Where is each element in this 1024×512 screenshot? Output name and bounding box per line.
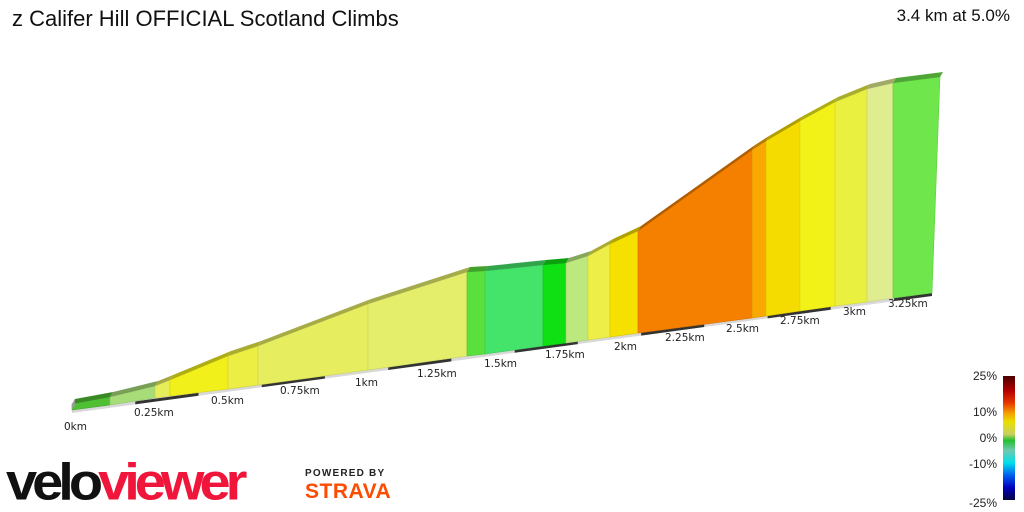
- distance-band: [641, 323, 705, 336]
- distance-band: [894, 293, 932, 302]
- climb-summary: 3.4 km at 5.0%: [896, 6, 1010, 25]
- segment-top-cap: [110, 381, 158, 397]
- distance-tick-label: 3.25km: [888, 298, 928, 310]
- gradient-segment: [466, 270, 486, 357]
- segment-top-cap: [228, 341, 261, 356]
- segment-top-cap: [766, 116, 803, 141]
- distance-tick-label: 0.25km: [134, 407, 174, 419]
- profile-start-face: [72, 399, 75, 410]
- segment-top-cap: [752, 136, 769, 150]
- distance-band: [261, 375, 325, 388]
- logo-viewer-text: viewer: [98, 452, 247, 511]
- segment-top-cap: [638, 145, 755, 231]
- gradient-segment: [751, 140, 767, 319]
- powered-by-label: POWERED BY: [305, 468, 386, 479]
- gradient-segment: [834, 88, 868, 307]
- segment-top-cap: [368, 267, 470, 304]
- gradient-segment: [587, 243, 611, 341]
- veloviewer-logo[interactable]: veloviewer: [6, 452, 247, 511]
- distance-band: [767, 306, 831, 319]
- gradient-segment: [565, 255, 589, 344]
- gradient-segment: [542, 262, 567, 347]
- segment-top-cap: [467, 266, 488, 272]
- legend-label-0: 0%: [980, 431, 998, 445]
- legend-label-25: 25%: [973, 369, 997, 383]
- distance-tick-label: 2km: [614, 341, 637, 353]
- distance-tick-labels: 0km 0.25km 0.5km 0.75km 1km 1.25km 1.5km 1.75km…: [64, 298, 928, 433]
- segment-top-cap: [588, 239, 613, 256]
- distance-band: [388, 358, 452, 370]
- distance-band: [451, 349, 515, 362]
- segment-top-cap: [610, 226, 641, 244]
- distance-tick-label: 1.25km: [417, 368, 457, 380]
- profile-top-edge: [72, 72, 943, 410]
- gradient-segment: [866, 82, 894, 303]
- powered-by-strava[interactable]: POWERED BY STRAVA: [305, 468, 391, 503]
- segment-top-cap: [170, 351, 231, 380]
- legend-label-neg25: -25%: [969, 496, 997, 510]
- distance-tick-label: 0km: [64, 421, 87, 433]
- distance-ribbon: [72, 293, 932, 413]
- distance-tick-label: 2.25km: [665, 332, 705, 344]
- page-title: z Califer Hill OFFICIAL Scotland Climbs: [12, 6, 399, 31]
- gradient-segment: [799, 101, 836, 312]
- distance-band: [514, 341, 578, 353]
- gradient-segments: [71, 76, 941, 411]
- distance-tick-label: 0.5km: [211, 395, 244, 407]
- segment-top-cap: [867, 78, 896, 89]
- gradient-segment: [484, 264, 544, 355]
- legend-colorbar: [1003, 376, 1015, 500]
- segment-top-cap: [566, 251, 591, 263]
- distance-tick-label: 2.75km: [780, 315, 820, 327]
- segment-top-cap: [893, 72, 943, 83]
- gradient-segment: [637, 149, 753, 334]
- distance-band: [577, 332, 642, 345]
- distance-band: [324, 366, 389, 379]
- strava-logo: STRAVA: [305, 480, 392, 503]
- distance-band: [198, 384, 262, 396]
- segment-top-cap: [543, 258, 569, 265]
- segment-top-cap: [835, 84, 870, 102]
- segment-top-cap: [485, 260, 546, 271]
- gradient-legend: 25% 10% 0% -10% -25%: [969, 369, 1015, 510]
- distance-band: [135, 392, 199, 405]
- segment-top-cap: [800, 97, 838, 121]
- distance-band: [72, 401, 136, 413]
- distance-tick-label: 0.75km: [280, 385, 320, 397]
- legend-label-10: 10%: [973, 405, 997, 419]
- segment-top-cap: [72, 392, 113, 404]
- segment-top-cap: [258, 299, 371, 346]
- segment-top-cap: [155, 375, 173, 386]
- distance-tick-label: 2.5km: [726, 323, 759, 335]
- distance-tick-label: 1km: [355, 377, 378, 389]
- distance-band: [830, 298, 895, 310]
- distance-tick-label: 1.5km: [484, 358, 517, 370]
- distance-tick-label: 3km: [843, 306, 866, 318]
- gradient-segment: [765, 120, 801, 317]
- gradient-segment: [609, 230, 639, 338]
- legend-label-neg10: -10%: [969, 457, 997, 471]
- gradient-segment: [892, 76, 941, 299]
- logo-velo-text: velo: [6, 452, 103, 511]
- distance-tick-label: 1.75km: [545, 349, 585, 361]
